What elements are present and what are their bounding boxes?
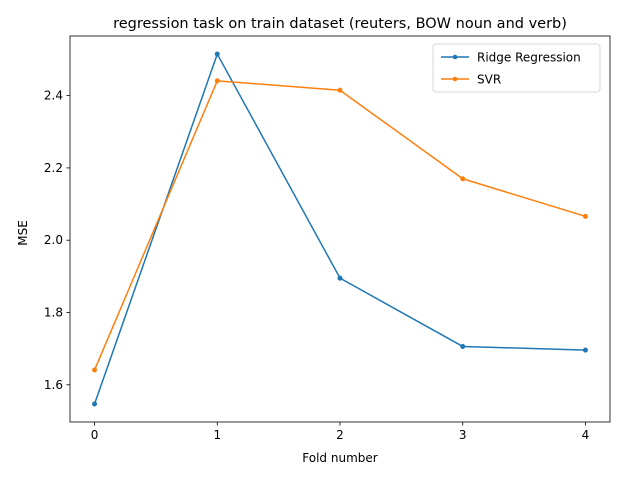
y-tick-label: 2.0 [44,233,63,247]
plot-area: 0 1 2 3 4 1.6 1.8 2.0 2.2 2.4 [44,35,611,442]
data-point-1-1 [214,78,220,84]
legend-label-0: Ridge Regression [477,51,581,65]
y-axis-label: MSE [16,220,30,246]
data-point-1-3 [460,176,466,182]
legend: Ridge Regression SVR [432,43,601,93]
y-tick-label: 1.6 [44,378,63,392]
data-point-0-1 [214,51,220,57]
data-point-1-4 [582,213,589,219]
y-tick-label: 2.4 [44,89,63,103]
data-point-1-2 [337,87,343,93]
x-axis-label: Fold number [302,451,377,465]
y-tick-label: 1.8 [44,305,63,319]
legend-label-1: SVR [477,73,501,87]
data-point-1-0 [92,367,98,373]
legend-box [432,43,601,93]
x-tick-label: 2 [336,428,344,442]
legend-marker-1 [452,76,458,82]
data-point-0-4 [582,347,589,353]
data-point-0-3 [460,343,466,350]
data-point-0-2 [337,275,343,281]
x-tick-label: 3 [459,428,467,442]
x-tick-label: 1 [213,428,221,442]
x-tick-label: 0 [91,428,99,442]
data-point-0-0 [92,401,98,407]
x-tick-label: 4 [582,428,590,442]
y-tick-label: 2.2 [44,161,63,175]
legend-marker-0 [452,54,458,60]
chart-title: regression task on train dataset (reuter… [113,16,567,32]
